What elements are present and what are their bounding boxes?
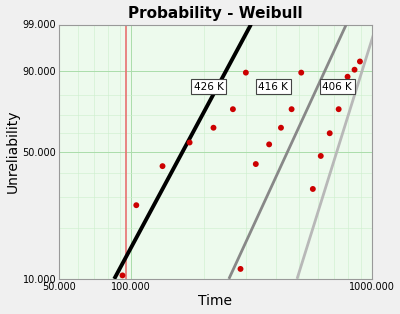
Point	[351, 67, 358, 72]
Title: Probability - Weibull: Probability - Weibull	[128, 6, 302, 20]
Point	[186, 140, 193, 145]
Point	[237, 266, 244, 271]
Point	[288, 107, 295, 112]
Point	[253, 161, 259, 166]
Point	[357, 59, 363, 64]
Point	[210, 125, 217, 130]
Point	[318, 154, 324, 159]
Point	[298, 70, 304, 75]
Point	[344, 74, 351, 79]
Text: 426 K: 426 K	[194, 82, 224, 92]
Point	[278, 125, 284, 130]
Point	[119, 273, 126, 278]
Point	[133, 203, 140, 208]
Point	[266, 142, 272, 147]
Point	[230, 107, 236, 112]
Text: 406 K: 406 K	[322, 82, 352, 92]
Point	[159, 164, 166, 169]
Point	[326, 131, 333, 136]
Point	[243, 70, 249, 75]
Text: 416 K: 416 K	[258, 82, 288, 92]
Point	[310, 187, 316, 192]
X-axis label: Time: Time	[198, 295, 232, 308]
Point	[336, 107, 342, 112]
Y-axis label: Unreliability: Unreliability	[6, 110, 20, 193]
